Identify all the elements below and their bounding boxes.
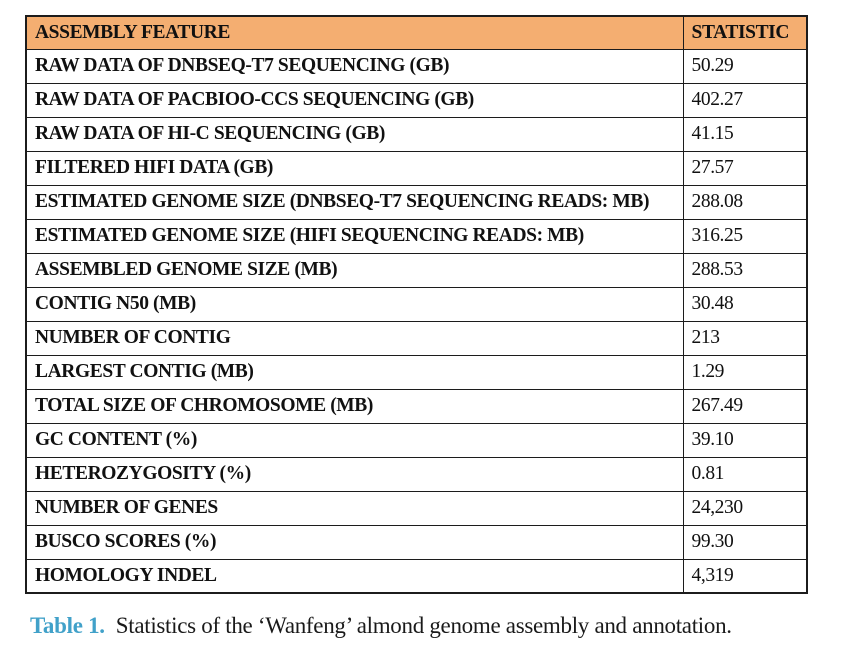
statistic-cell: 267.49 — [682, 388, 808, 424]
feature-cell: ESTIMATED GENOME SIZE (HIFI SEQUENCING R… — [25, 218, 684, 254]
table-caption: Table 1. Statistics of the ‘Wanfeng’ almo… — [30, 610, 840, 642]
statistic-cell: 213 — [682, 320, 808, 356]
table-row: RAW DATA OF HI-C SEQUENCING (GB) 41.15 — [25, 116, 808, 152]
feature-cell: GC CONTENT (%) — [25, 422, 684, 458]
table-row: BUSCO SCORES (%) 99.30 — [25, 524, 808, 560]
statistic-cell: 39.10 — [682, 422, 808, 458]
statistic-cell: 50.29 — [682, 48, 808, 84]
table-row: RAW DATA OF PACBIOO-CCS SEQUENCING (GB) 4… — [25, 82, 808, 118]
table-row: ASSEMBLED GENOME SIZE (MB) 288.53 — [25, 252, 808, 288]
statistic-cell: 1.29 — [682, 354, 808, 390]
feature-cell: ASSEMBLED GENOME SIZE (MB) — [25, 252, 684, 288]
feature-cell: LARGEST CONTIG (MB) — [25, 354, 684, 390]
table-row: HOMOLOGY INDEL 4,319 — [25, 558, 808, 594]
table-body: RAW DATA OF DNBSEQ-T7 SEQUENCING (GB) 50.… — [25, 48, 808, 594]
statistic-cell: 30.48 — [682, 286, 808, 322]
table-header-row: ASSEMBLY FEATURE STATISTIC — [25, 15, 808, 50]
statistic-cell: 27.57 — [682, 150, 808, 186]
feature-cell: HETEROZYGOSITY (%) — [25, 456, 684, 492]
feature-cell: RAW DATA OF HI-C SEQUENCING (GB) — [25, 116, 684, 152]
table-row: NUMBER OF CONTIG 213 — [25, 320, 808, 356]
feature-cell: FILTERED HIFI DATA (GB) — [25, 150, 684, 186]
statistic-cell: 24,230 — [682, 490, 808, 526]
table-row: NUMBER OF GENES 24,230 — [25, 490, 808, 526]
table-caption-label: Table 1. — [30, 613, 105, 638]
statistic-cell: 99.30 — [682, 524, 808, 560]
statistic-cell: 4,319 — [682, 558, 808, 594]
feature-cell: TOTAL SIZE OF CHROMOSOME (MB) — [25, 388, 684, 424]
table-row: ESTIMATED GENOME SIZE (DNBSEQ-T7 SEQUENC… — [25, 184, 808, 220]
table-row: HETEROZYGOSITY (%) 0.81 — [25, 456, 808, 492]
table-row: GC CONTENT (%) 39.10 — [25, 422, 808, 458]
table-caption-text: Statistics of the ‘Wanfeng’ almond genom… — [115, 613, 732, 638]
feature-cell: NUMBER OF GENES — [25, 490, 684, 526]
table-row: LARGEST CONTIG (MB) 1.29 — [25, 354, 808, 390]
table-row: CONTIG N50 (MB) 30.48 — [25, 286, 808, 322]
table-row: FILTERED HIFI DATA (GB) 27.57 — [25, 150, 808, 186]
statistic-cell: 288.53 — [682, 252, 808, 288]
feature-cell: BUSCO SCORES (%) — [25, 524, 684, 560]
feature-cell: RAW DATA OF PACBIOO-CCS SEQUENCING (GB) — [25, 82, 684, 118]
table-row: TOTAL SIZE OF CHROMOSOME (MB) 267.49 — [25, 388, 808, 424]
statistic-cell: 288.08 — [682, 184, 808, 220]
statistic-cell: 316.25 — [682, 218, 808, 254]
table-row: RAW DATA OF DNBSEQ-T7 SEQUENCING (GB) 50.… — [25, 48, 808, 84]
statistic-cell: 0.81 — [682, 456, 808, 492]
feature-cell: CONTIG N50 (MB) — [25, 286, 684, 322]
feature-cell: ESTIMATED GENOME SIZE (DNBSEQ-T7 SEQUENC… — [25, 184, 684, 220]
table-row: ESTIMATED GENOME SIZE (HIFI SEQUENCING R… — [25, 218, 808, 254]
statistic-cell: 402.27 — [682, 82, 808, 118]
column-header-statistic: STATISTIC — [682, 15, 808, 50]
statistic-cell: 41.15 — [682, 116, 808, 152]
assembly-statistics-table: ASSEMBLY FEATURE STATISTIC RAW DATA OF D… — [25, 15, 808, 594]
feature-cell: NUMBER OF CONTIG — [25, 320, 684, 356]
feature-cell: HOMOLOGY INDEL — [25, 558, 684, 594]
feature-cell: RAW DATA OF DNBSEQ-T7 SEQUENCING (GB) — [25, 48, 684, 84]
column-header-assembly-feature: ASSEMBLY FEATURE — [25, 15, 684, 50]
